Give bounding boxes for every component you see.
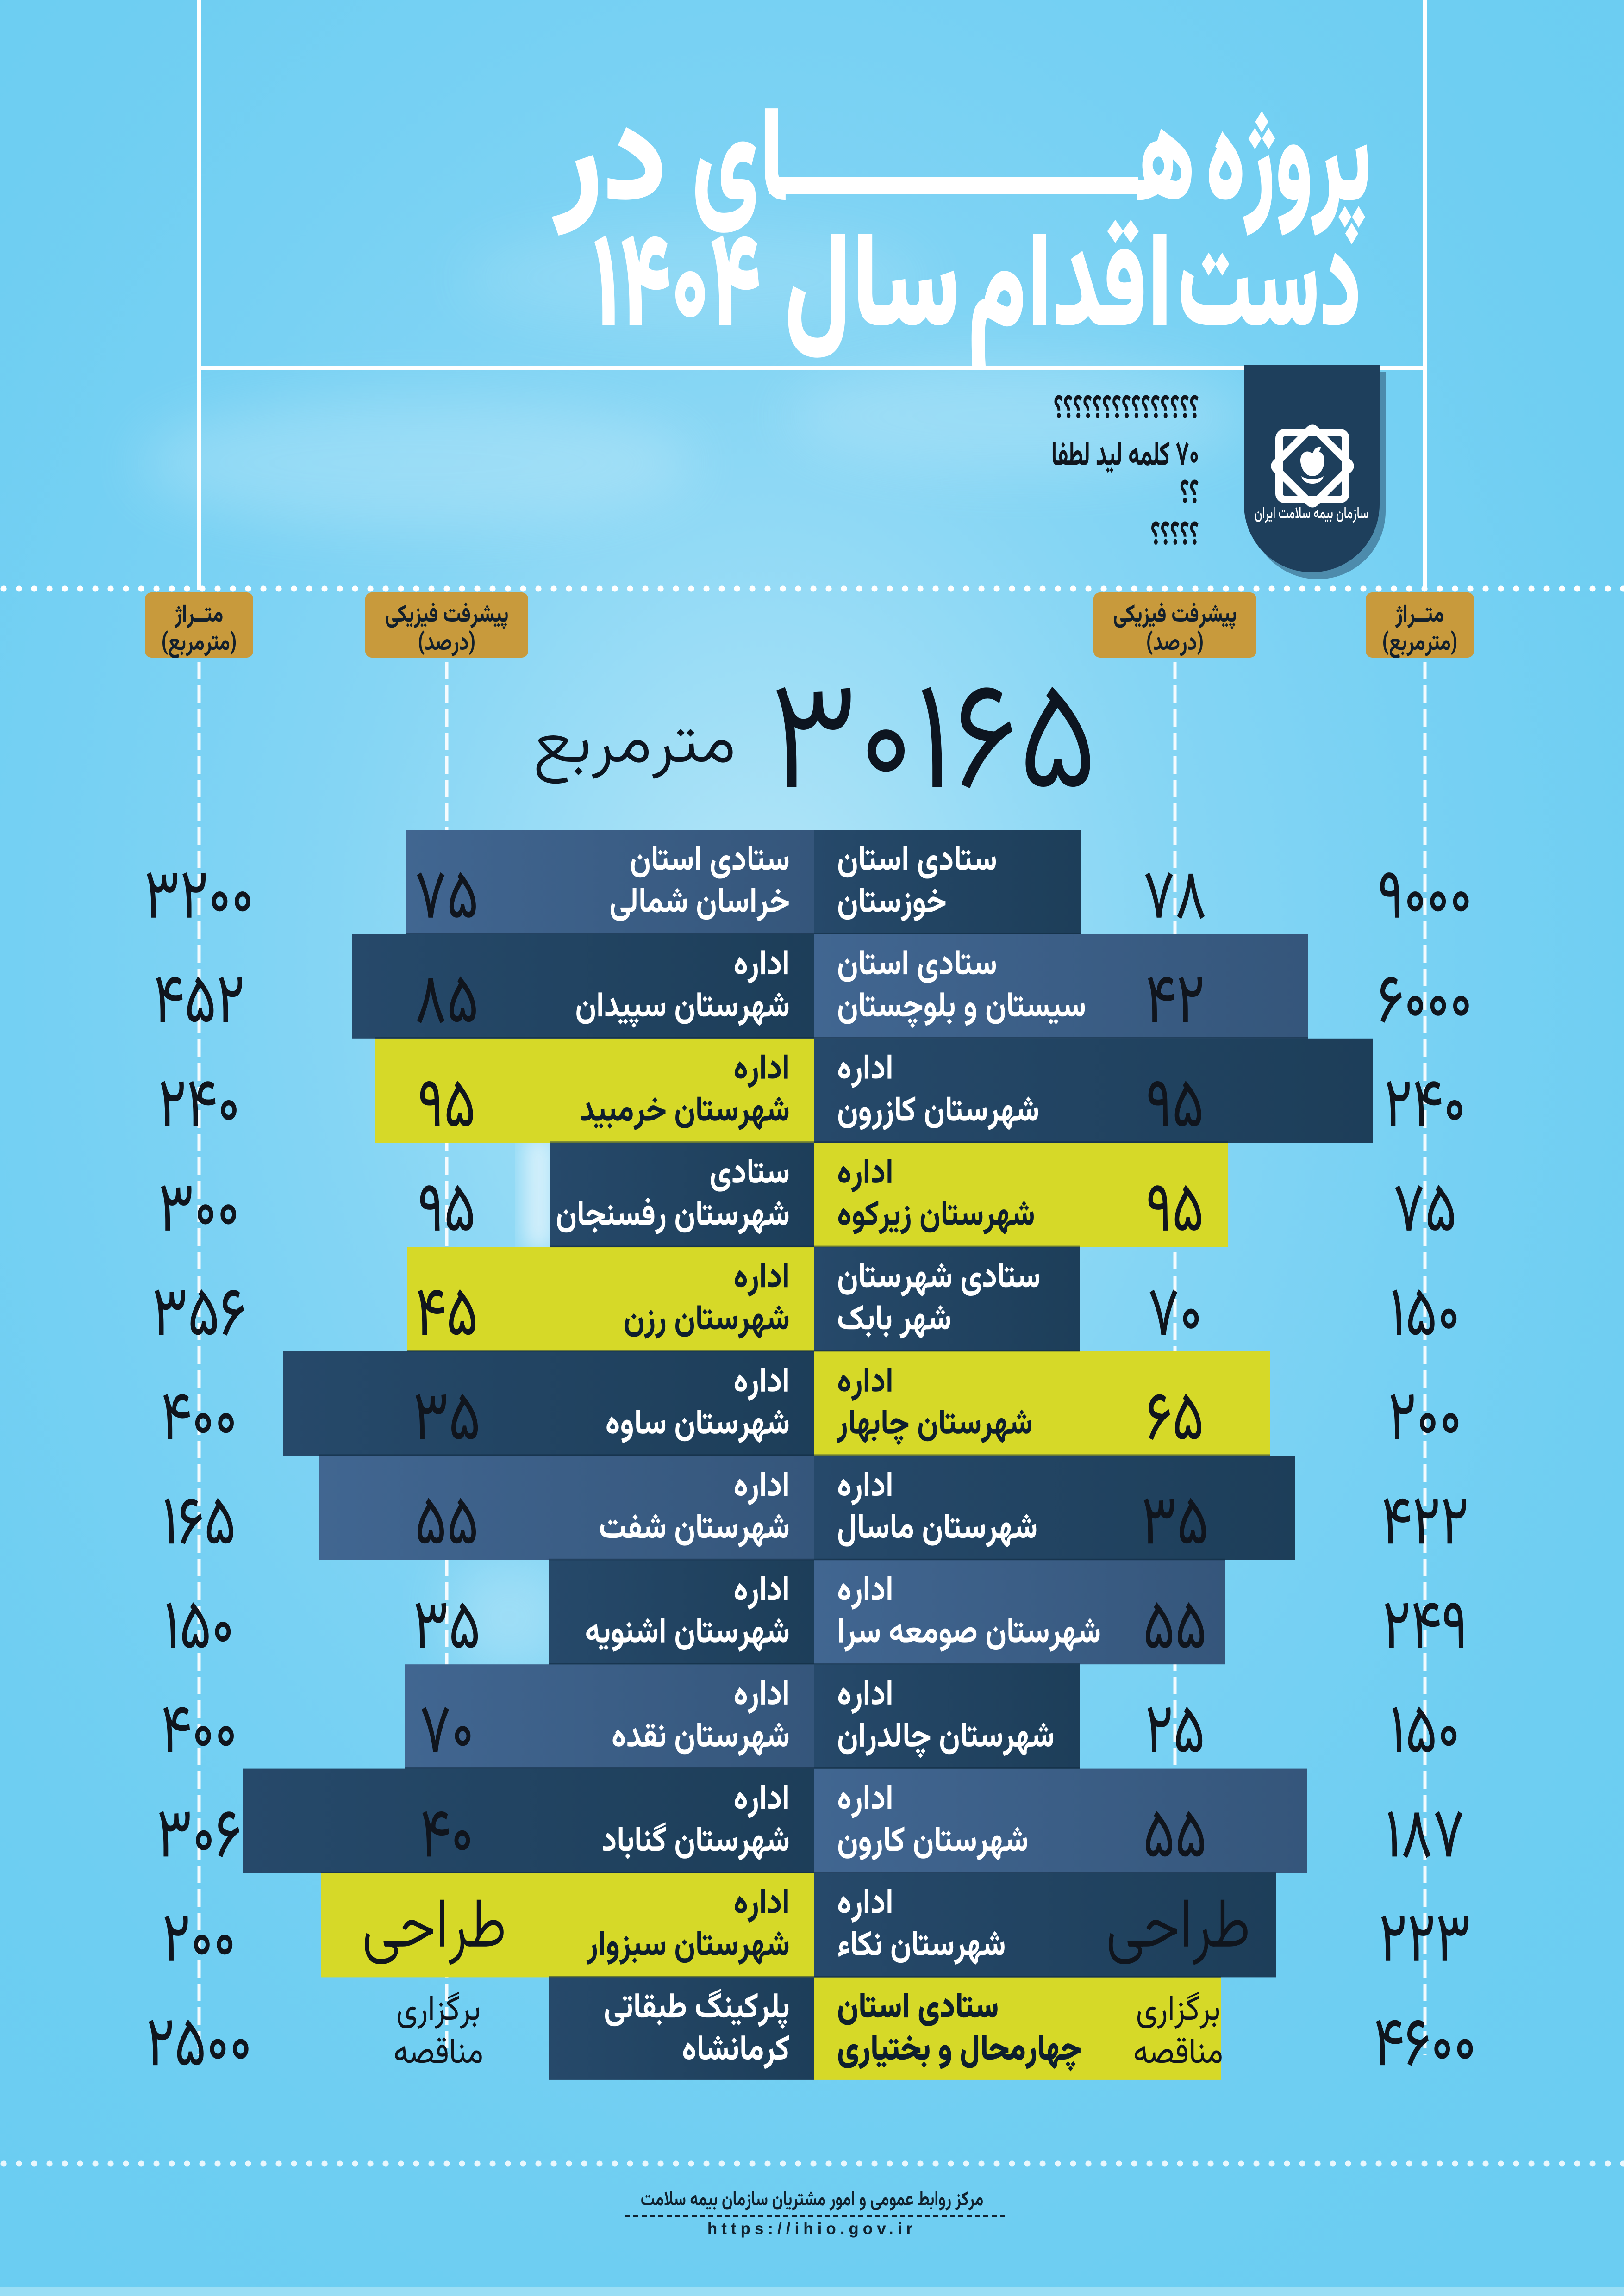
svg-text:https://ihio.gov.ir: https://ihio.gov.ir: [707, 2220, 917, 2238]
